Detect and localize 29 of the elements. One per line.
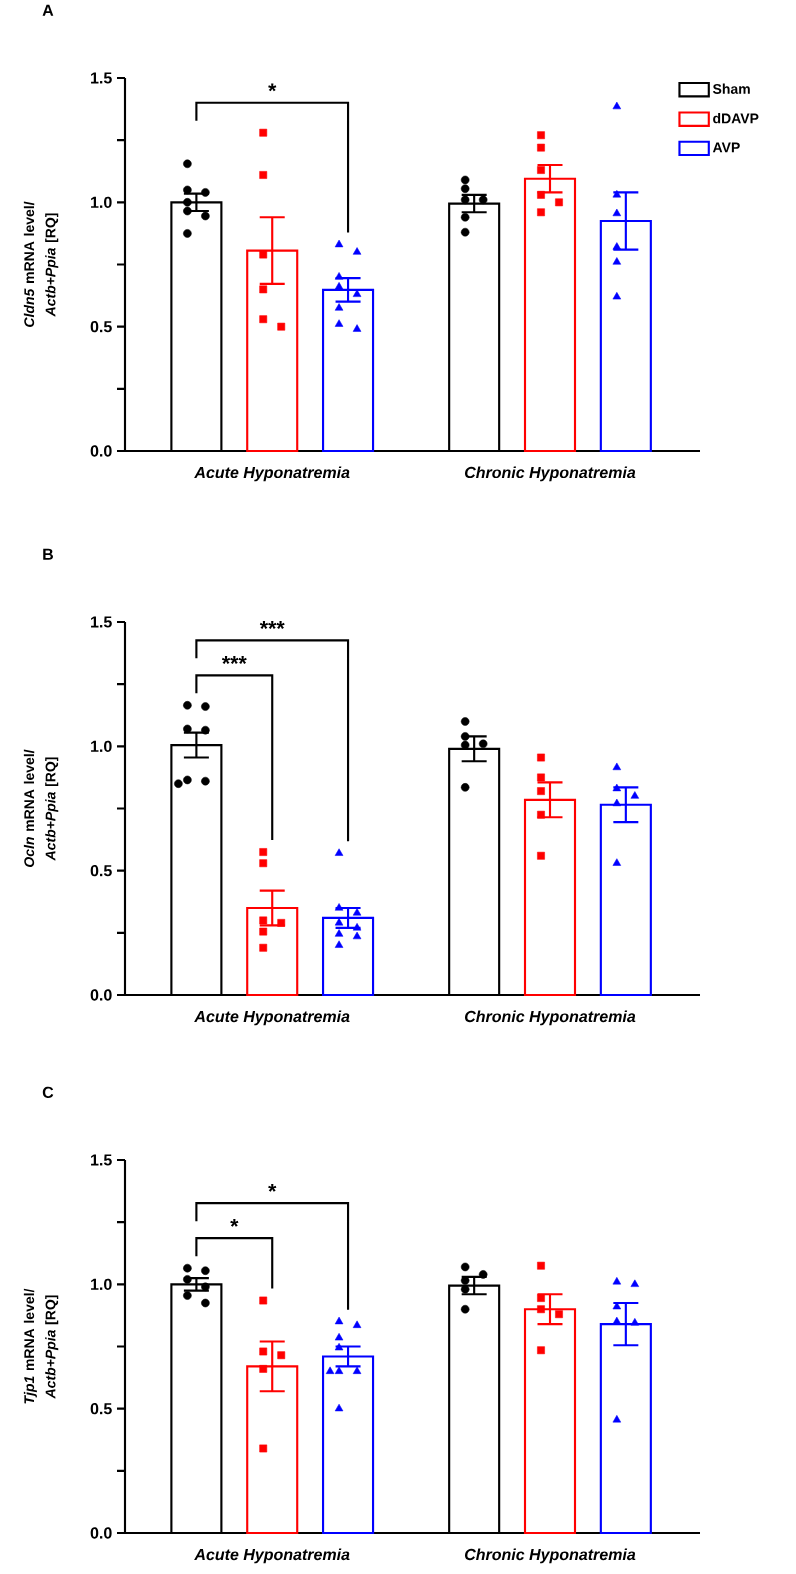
annotation: ***: [221, 656, 247, 664]
x-tick-label: Acute Hyponatremia: [194, 1548, 350, 1564]
x-tick-label: Acute Hyponatremia: [194, 466, 350, 482]
y-tick-label: 1.0: [91, 1278, 112, 1291]
y-tick-label: 0.0: [90, 989, 112, 1001]
x-tick-label: Chronic Hyponatremia: [464, 1548, 636, 1564]
annotation: *: [268, 1183, 277, 1192]
annotation: *: [230, 1218, 239, 1227]
y-tick-label: 0.5: [90, 865, 112, 877]
chart-title: A: [42, 4, 54, 16]
x-tick-label: Chronic Hyponatremia: [464, 466, 636, 482]
y-tick-label: 0.0: [90, 445, 112, 457]
legend-label: AVP: [712, 142, 740, 153]
legend-label: dDAVP: [713, 113, 759, 124]
chart-title: B: [43, 548, 53, 560]
legend-label: Sham: [712, 83, 750, 94]
y-tick-label: 1.0: [91, 740, 112, 752]
y-tick-label: 1.0: [91, 196, 112, 208]
y-tick-label: 1.5: [91, 1154, 112, 1166]
annotation: *: [268, 83, 277, 92]
x-tick-label: Chronic Hyponatremia: [464, 1010, 636, 1026]
y-tick-label: 0.5: [90, 1403, 112, 1415]
chart-title: C: [42, 1086, 54, 1098]
y-tick-label: 1.5: [91, 72, 112, 84]
y-tick-label: 0.0: [90, 1527, 112, 1539]
y-tick-label: 1.5: [91, 616, 112, 628]
annotation: ***: [259, 621, 285, 629]
y-tick-label: 0.5: [90, 321, 112, 333]
x-tick-label: Acute Hyponatremia: [194, 1010, 350, 1026]
